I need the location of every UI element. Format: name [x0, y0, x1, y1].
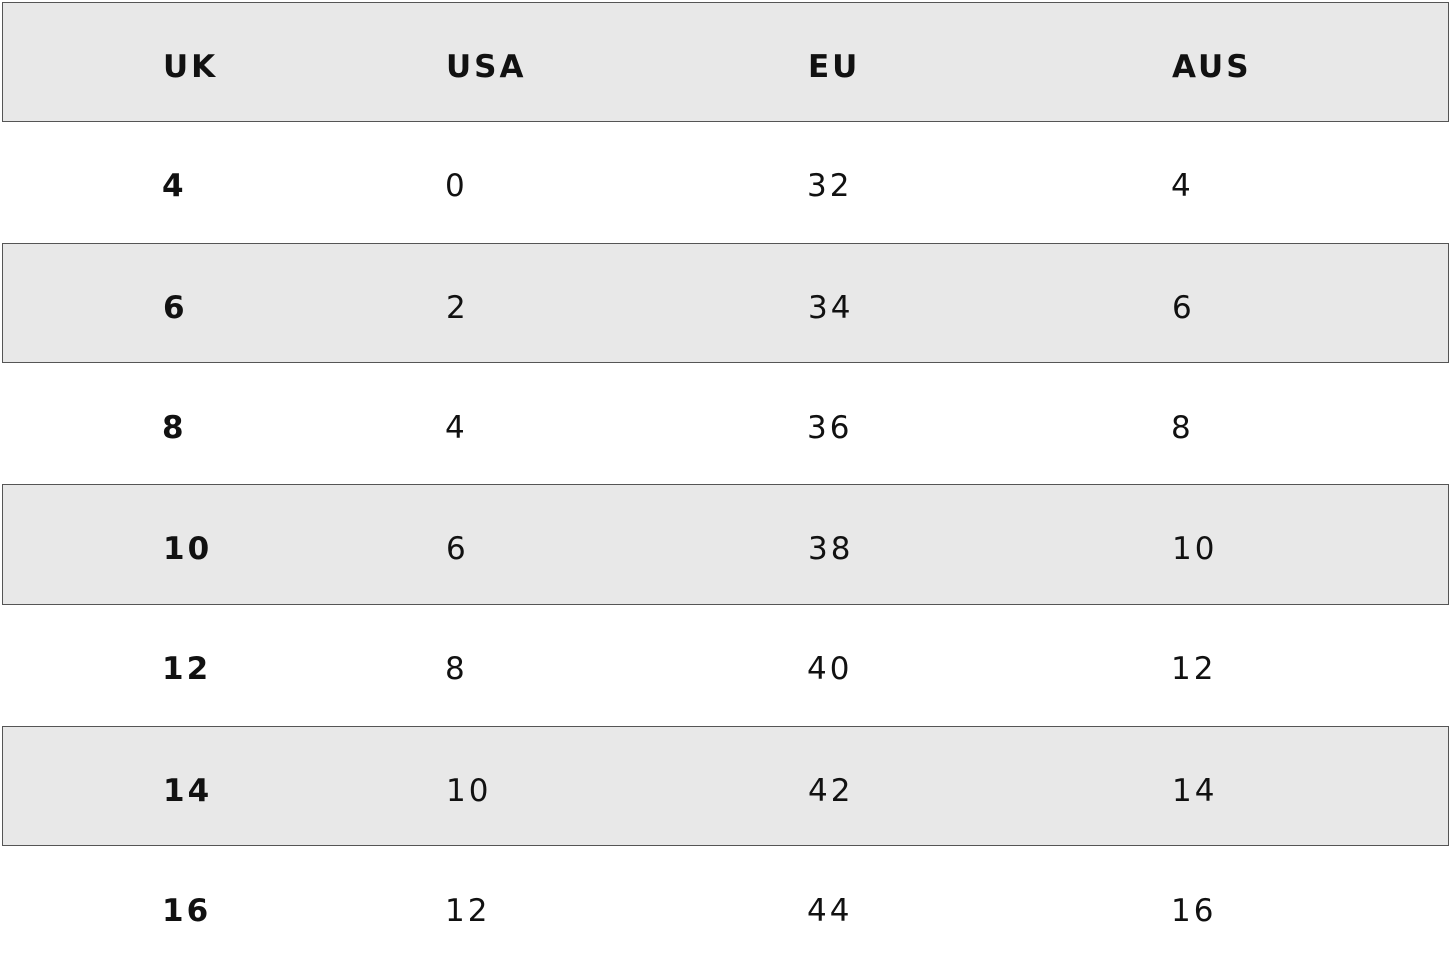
cell: 4 — [445, 409, 468, 446]
cell: 36 — [807, 409, 853, 446]
cell: 40 — [807, 651, 853, 688]
cell: 6 — [446, 531, 469, 568]
row-label: 10 — [163, 531, 213, 568]
table-row: 12 8 40 12 — [2, 604, 1449, 725]
cell: 4 — [1171, 168, 1194, 205]
cell: EU — [808, 49, 861, 85]
table-row: 8 4 36 8 — [2, 362, 1449, 483]
cell: 12 — [1171, 651, 1217, 688]
cell: 44 — [807, 892, 853, 929]
row-label: 6 — [163, 290, 188, 327]
cell: 6 — [1172, 290, 1195, 327]
row-label: 14 — [163, 772, 213, 809]
cell: 32 — [807, 168, 853, 205]
cell: 38 — [808, 531, 854, 568]
table-row: 6 2 34 6 — [2, 242, 1449, 364]
cell: USA — [446, 49, 527, 85]
cell: 42 — [808, 772, 854, 809]
row-label: 8 — [162, 409, 187, 446]
cell: 2 — [446, 290, 469, 327]
row-label: 12 — [162, 651, 212, 688]
cell: AUS — [1172, 49, 1252, 85]
row-label: 4 — [162, 168, 187, 205]
cell: 0 — [445, 168, 468, 205]
row-label: 16 — [162, 892, 212, 929]
cell: 12 — [445, 892, 491, 929]
cell: 8 — [445, 651, 468, 688]
table-row: 4 0 32 4 — [2, 121, 1449, 242]
table-row: 10 6 38 10 — [2, 484, 1449, 605]
cell: 8 — [1171, 409, 1194, 446]
row-label: UK — [163, 49, 219, 85]
cell: 34 — [808, 290, 854, 327]
cell: 16 — [1171, 892, 1217, 929]
table-row: 16 12 44 16 — [2, 845, 1449, 966]
table-row: 14 10 42 14 — [2, 725, 1449, 847]
cell: 10 — [446, 772, 492, 809]
cell: 14 — [1172, 772, 1218, 809]
cell: 10 — [1172, 531, 1218, 568]
header-row: UK USA EU AUS — [2, 2, 1449, 122]
